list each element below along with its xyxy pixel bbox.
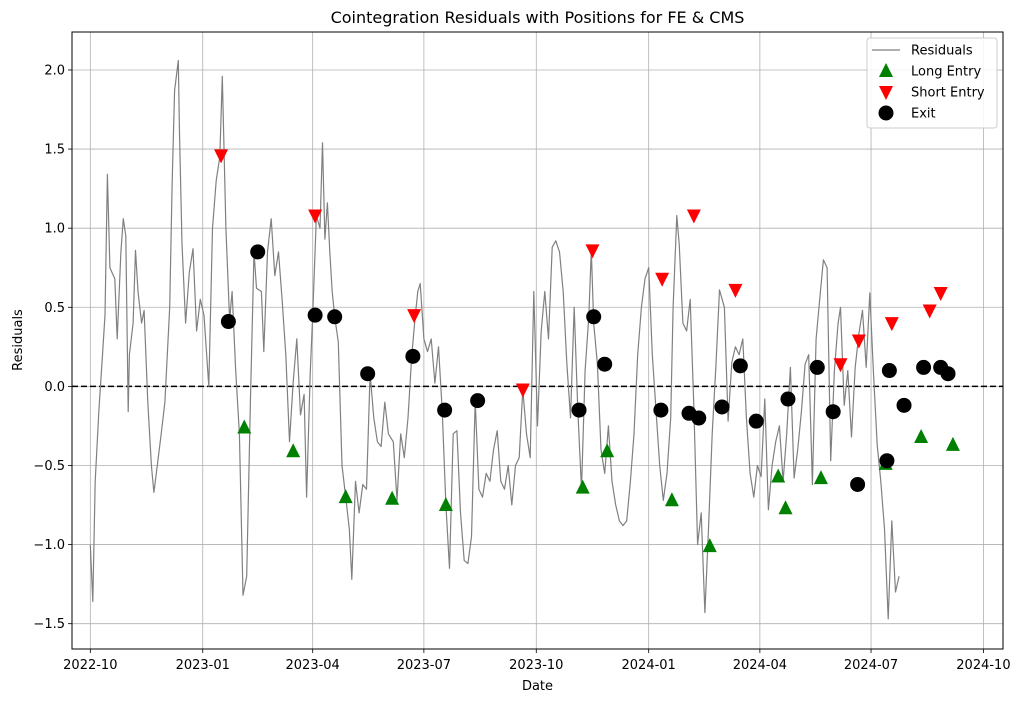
y-tick-label: 1.0 (44, 222, 65, 237)
exit-marker (732, 358, 748, 374)
long-entry-marker (945, 436, 960, 451)
plot-frame (71, 31, 1004, 650)
short-entry-marker (214, 149, 229, 164)
x-tick-label: 2023-07 (397, 658, 451, 673)
exit-marker (220, 314, 236, 330)
legend: Residuals Long Entry Short Entry Exit (866, 37, 998, 129)
exit-marker (307, 307, 323, 323)
y-tick-label: 1.5 (44, 143, 65, 158)
long-entry-marker (237, 419, 252, 434)
exit-marker (571, 402, 587, 418)
exit-marker (653, 402, 669, 418)
y-axis-label: Residuals (11, 309, 26, 371)
y-tick-label: 0.0 (44, 380, 65, 395)
long-entry-marker (575, 479, 590, 494)
short-entry-marker (884, 317, 899, 332)
residuals-line (89, 59, 900, 620)
long-entry-marker (385, 490, 400, 505)
x-tick-label: 2024-07 (844, 658, 898, 673)
exit-marker (879, 453, 895, 469)
y-tick-label: −1.0 (33, 538, 65, 553)
short-entry-marker (655, 272, 670, 287)
long-entry-marker (338, 489, 353, 504)
legend-long-entry-marker (879, 63, 893, 77)
exit-marker (691, 410, 707, 426)
residuals-series (89, 59, 900, 620)
legend-short-entry-marker (879, 86, 893, 100)
short-entry-marker (922, 304, 937, 319)
exit-marker (714, 399, 730, 415)
short-entry-marker (851, 334, 866, 349)
exit-marker (360, 366, 376, 382)
x-tick-label: 2023-01 (176, 658, 230, 673)
exit-marker (437, 402, 453, 418)
chart-title: Cointegration Residuals with Positions f… (331, 8, 745, 27)
y-tick-label: 2.0 (44, 63, 65, 78)
exit-marker (850, 476, 866, 492)
long-entry-marker (664, 492, 679, 507)
long-entry-marker (813, 470, 828, 485)
legend-box (866, 37, 998, 129)
exit-marker (809, 359, 825, 375)
short-entry-marker (686, 209, 701, 224)
exit-marker (470, 393, 486, 409)
position-markers (214, 149, 960, 553)
short-entry-marker (933, 287, 948, 302)
x-axis-ticks: 2022-10 2023-01 2023-04 2023-07 2023-10 2024-… (63, 649, 1011, 673)
exit-marker (250, 244, 266, 260)
long-entry-marker (438, 497, 453, 512)
x-tick-label: 2023-10 (509, 658, 563, 673)
legend-label: Residuals (911, 44, 973, 59)
x-tick-label: 2024-04 (733, 658, 787, 673)
x-axis-label: Date (522, 679, 553, 694)
exit-marker (881, 363, 897, 379)
short-entry-marker (585, 244, 600, 259)
y-tick-label: 0.5 (44, 301, 65, 316)
legend-label: Long Entry (911, 65, 981, 80)
y-axis-ticks: −1.5 −1.0 −0.5 0.0 0.5 1.0 1.5 2.0 (33, 63, 72, 632)
legend-label: Short Entry (911, 86, 985, 101)
long-entry-marker (914, 429, 929, 444)
long-entry-marker (778, 500, 793, 515)
exit-marker (327, 309, 343, 325)
long-entry-marker (771, 468, 786, 483)
exit-marker (940, 366, 956, 382)
x-tick-label: 2023-04 (286, 658, 340, 673)
exit-marker (405, 348, 421, 364)
x-tick-label: 2024-01 (622, 658, 676, 673)
exit-marker (748, 413, 764, 429)
exit-marker (916, 359, 932, 375)
exit-marker (780, 391, 796, 407)
short-entry-marker (308, 209, 323, 224)
x-tick-label: 2022-10 (63, 658, 117, 673)
short-entry-marker (833, 358, 848, 373)
short-entry-marker (728, 283, 743, 298)
long-entry-marker (600, 443, 615, 458)
exit-marker (586, 309, 602, 325)
short-entry-marker (515, 383, 530, 398)
exit-marker (825, 404, 841, 420)
long-entry-marker (702, 538, 717, 553)
legend-exit-marker (878, 105, 894, 121)
y-tick-label: −0.5 (33, 459, 65, 474)
exit-marker (597, 356, 613, 372)
y-tick-label: −1.5 (33, 617, 65, 632)
long-entry-marker (286, 443, 301, 458)
x-tick-label: 2024-10 (956, 658, 1010, 673)
legend-label: Exit (911, 107, 936, 122)
exit-marker (896, 397, 912, 413)
short-entry-marker (407, 309, 422, 324)
